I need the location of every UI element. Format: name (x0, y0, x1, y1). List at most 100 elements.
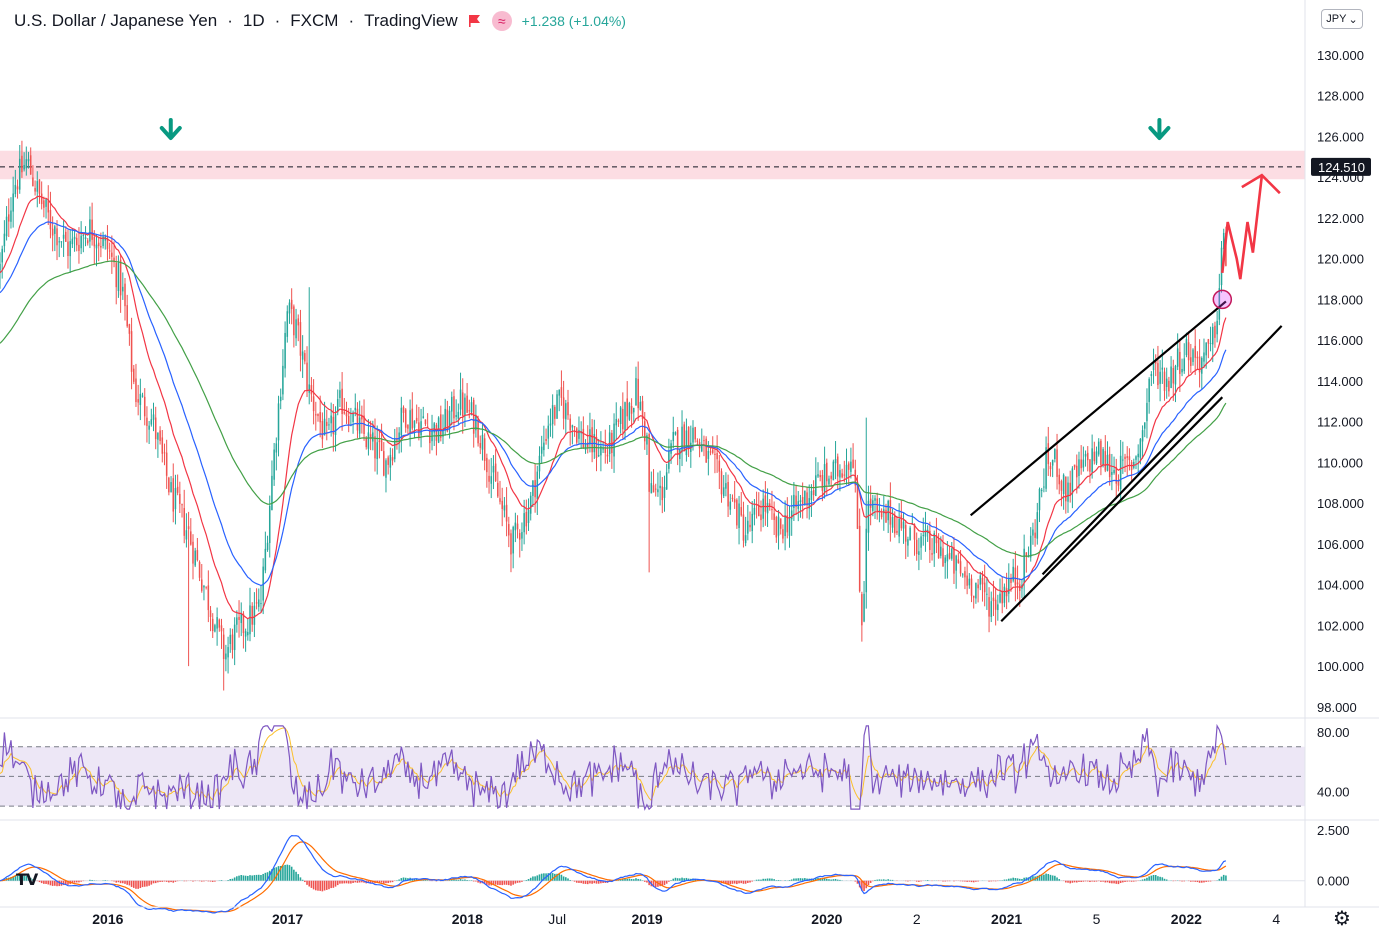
candle-body (709, 451, 712, 453)
macd-histogram-bar (961, 880, 964, 882)
candle-body (378, 440, 381, 443)
candle-body (1187, 342, 1190, 361)
approx-icon[interactable]: ≈ (491, 11, 512, 31)
gear-icon[interactable]: ⚙ (1333, 908, 1351, 930)
candle-body (874, 498, 876, 501)
candle-body (36, 181, 39, 192)
candle-body (321, 420, 324, 440)
macd-histogram-bar (18, 875, 21, 881)
candle-body (683, 424, 685, 452)
rsi-tick-label: 40.00 (1317, 784, 1350, 799)
candle-body (93, 236, 96, 247)
candle-body (422, 416, 425, 419)
macd-histogram-bar (231, 878, 234, 881)
candle-body (512, 526, 514, 554)
candle-body (718, 460, 721, 472)
candle-body (863, 593, 865, 622)
macd-histogram-bar (128, 880, 131, 886)
candle-body (209, 610, 212, 617)
candle-body (58, 241, 60, 243)
candle-body (205, 586, 207, 588)
macd-histogram-bar (926, 880, 929, 881)
candle-body (369, 434, 372, 440)
candle-body (374, 436, 376, 459)
macd-histogram-bar (760, 879, 762, 881)
trend-channel-line (1000, 396, 1224, 623)
candle-body (1102, 449, 1104, 466)
macd-histogram-bar (1119, 880, 1122, 884)
macd-histogram-bar (1122, 880, 1124, 883)
candle-body (648, 434, 650, 492)
candle-body (918, 551, 920, 555)
currency-button[interactable]: JPY ⌄ (1321, 9, 1363, 29)
candle-body (773, 513, 775, 520)
macd-histogram-bar (170, 880, 172, 883)
macd-pane[interactable] (0, 834, 1305, 914)
macd-histogram-bar (148, 880, 150, 886)
macd-histogram-bar (58, 880, 61, 887)
macd-histogram-bar (453, 879, 455, 881)
candle-body (1, 248, 3, 263)
candle-body (920, 536, 922, 548)
currency-label: JPY (1326, 13, 1347, 25)
candle-body (354, 407, 357, 411)
candle-body (78, 244, 80, 251)
candle-body (341, 388, 343, 415)
macd-histogram-bar (1084, 880, 1087, 882)
macd-histogram-bar (674, 877, 677, 881)
candle-body (385, 460, 387, 478)
candle-body (1056, 449, 1058, 477)
candle-body (1106, 454, 1109, 471)
candle-body (828, 478, 830, 485)
candle-body (137, 399, 139, 403)
candle-body (628, 402, 631, 420)
price-pane[interactable] (0, 140, 1305, 691)
candle-body (1091, 448, 1093, 473)
time-tick-label: 2017 (272, 911, 303, 927)
macd-histogram-bar (345, 880, 348, 884)
candle-body (282, 365, 284, 395)
macd-histogram-bar (856, 880, 859, 884)
macd-histogram-bar (143, 880, 146, 887)
interval-label[interactable]: 1D (242, 11, 265, 30)
candle-body (262, 566, 264, 601)
flag-icon[interactable] (468, 14, 482, 28)
candle-body (396, 438, 398, 441)
tradingview-logo-icon[interactable]: TV (16, 870, 38, 889)
candle-body (1117, 480, 1120, 486)
macd-histogram-bar (257, 874, 260, 881)
candle-body (56, 228, 58, 246)
candle-body (400, 407, 403, 436)
time-tick-label: 2021 (991, 911, 1022, 927)
macd-histogram-bar (1133, 880, 1135, 882)
candle-body (488, 475, 490, 482)
macd-histogram-bar (141, 880, 144, 888)
macd-histogram-bar (681, 877, 683, 881)
candle-body (1016, 582, 1019, 585)
candle-body (885, 509, 887, 523)
macd-histogram-bar (968, 880, 971, 882)
rsi-pane[interactable] (0, 723, 1305, 811)
macd-histogram-bar (330, 880, 332, 889)
macd-histogram-bar (255, 874, 258, 881)
candle-body (977, 584, 979, 589)
candle-body (413, 420, 416, 428)
macd-histogram-bar (510, 880, 512, 886)
macd-histogram-bar (672, 878, 675, 881)
candle-body (71, 238, 74, 245)
candle-body (1100, 440, 1102, 466)
candle-body (872, 500, 874, 511)
macd-histogram-bar (367, 880, 370, 884)
candle-body (1023, 548, 1025, 583)
symbol-name[interactable]: U.S. Dollar / Japanese Yen (14, 11, 218, 30)
candle-body (225, 653, 227, 660)
macd-histogram-bar (124, 880, 126, 884)
macd-histogram-bar (207, 880, 210, 882)
candle-body (1143, 422, 1146, 429)
candle-body (1128, 456, 1131, 461)
candle-body (790, 510, 793, 520)
candle-body (404, 409, 407, 428)
macd-histogram-bar (295, 871, 297, 881)
macd-histogram-bar (507, 880, 510, 886)
